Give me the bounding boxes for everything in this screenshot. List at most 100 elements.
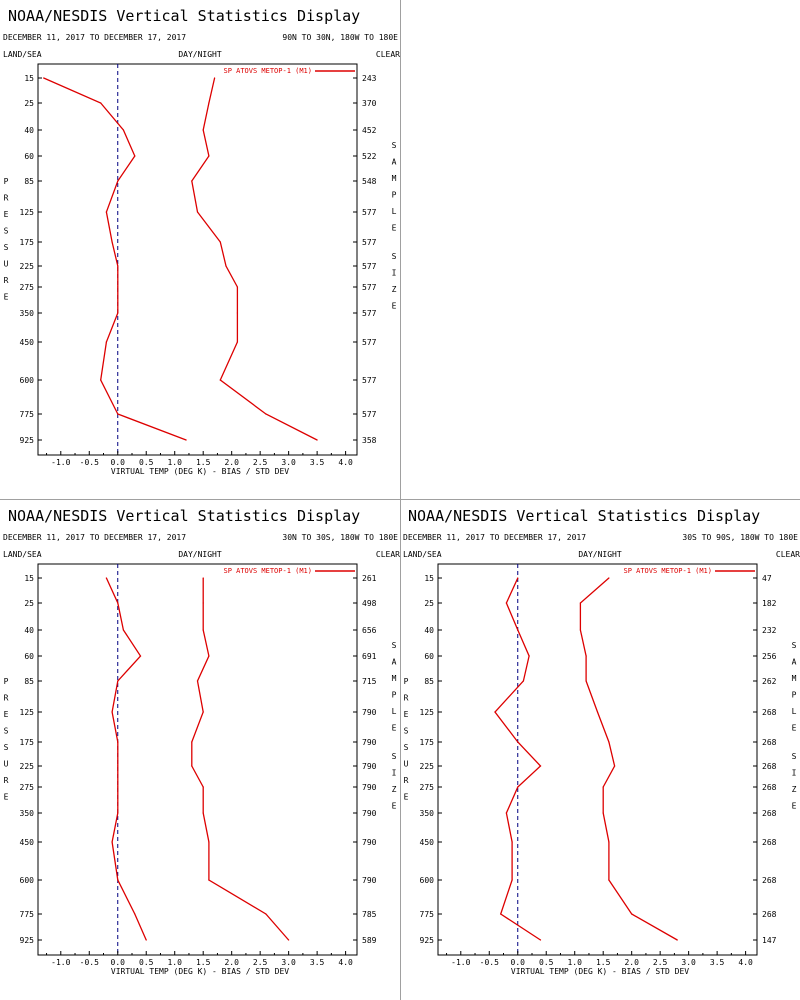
pressure-level-label: 15 [24, 574, 34, 583]
x-tick-label: -0.5 [80, 458, 99, 467]
x-tick-label: -0.5 [80, 958, 99, 967]
sample-size-value: 268 [762, 783, 777, 792]
bias-point [100, 102, 102, 104]
pressure-letter: S [404, 743, 409, 752]
sample-size-value: 268 [762, 838, 777, 847]
x-tick-label: -1.0 [51, 458, 70, 467]
x-tick-label: 0.5 [139, 958, 154, 967]
pressure-letter: R [4, 276, 9, 285]
std-dev-point [208, 879, 210, 881]
pressure-level-label: 175 [420, 738, 435, 747]
bias-point [105, 577, 107, 579]
pressure-letter: S [4, 243, 9, 252]
x-tick-label: 0.0 [511, 958, 526, 967]
pressure-level-label: 25 [24, 599, 34, 608]
bias-point [511, 879, 513, 881]
pressure-level-label: 275 [20, 283, 35, 292]
x-tick-label: 1.0 [167, 958, 182, 967]
sample-size-letter: A [392, 658, 397, 667]
chart-title: NOAA/NESDIS Vertical Statistics Display [8, 507, 360, 525]
sample-size-value: 498 [362, 599, 377, 608]
sample-size-value: 370 [362, 99, 377, 108]
sample-size-letter: M [392, 674, 397, 683]
bias-point [43, 77, 45, 79]
bias-line [105, 577, 147, 941]
bias-point [122, 629, 125, 631]
bias-point [111, 841, 113, 843]
sample-size-value: 452 [362, 126, 377, 135]
sample-size-letter: M [392, 174, 397, 183]
std-dev-point [265, 913, 267, 915]
bias-point [511, 841, 513, 843]
bias-line [494, 577, 542, 941]
pressure-letter: R [404, 694, 409, 703]
bias-point [117, 180, 119, 182]
sample-size-letter: P [392, 691, 397, 700]
sample-size-value: 656 [362, 626, 377, 635]
std-dev-point [608, 741, 610, 743]
sample-size-letter: I [792, 769, 797, 778]
date-range: DECEMBER 11, 2017 TO DECEMBER 17, 2017 [3, 533, 186, 542]
pressure-level-label: 60 [24, 652, 34, 661]
sample-size-value: 785 [362, 910, 377, 919]
sample-size-value: 268 [762, 708, 777, 717]
pressure-level-label: 85 [424, 677, 434, 686]
std-dev-point [631, 913, 633, 915]
bias-point [117, 786, 119, 788]
bias-point [494, 711, 496, 713]
pressure-letter: S [4, 727, 9, 736]
sample-size-value: 790 [362, 838, 377, 847]
pressure-level-label: 275 [20, 783, 35, 792]
sample-size-letter: P [792, 691, 797, 700]
x-tick-label: 1.0 [567, 958, 582, 967]
bias-point [117, 312, 119, 314]
std-dev-line [191, 578, 290, 941]
std-dev-point [316, 439, 318, 441]
std-dev-line [579, 577, 678, 941]
pressure-level-label: 15 [424, 574, 434, 583]
std-dev-point [213, 77, 216, 79]
bias-point [539, 939, 542, 941]
chart-panel-north: NOAA/NESDIS Vertical Statistics Display D… [0, 0, 400, 500]
sample-size-letter: S [392, 252, 397, 261]
sample-size-value: 256 [762, 652, 777, 661]
pressure-level-label: 775 [20, 410, 35, 419]
sample-size-value: 589 [362, 936, 377, 945]
x-axis-label: VIRTUAL TEMP (DEG K) - BIAS / STD DEV [511, 967, 689, 976]
bias-point [500, 913, 502, 915]
sample-size-letter: I [392, 269, 397, 278]
pressure-level-label: 225 [20, 262, 35, 271]
bias-point [134, 913, 136, 915]
sample-size-letter: Z [792, 785, 797, 794]
land-sea-label: LAND/SEA [3, 550, 42, 559]
bias-line [43, 77, 187, 441]
pressure-level-label: 40 [24, 626, 34, 635]
bias-point [111, 241, 113, 243]
sample-size-value: 47 [762, 574, 772, 583]
x-tick-label: 0.0 [111, 458, 126, 467]
x-tick-label: 0.5 [139, 458, 154, 467]
sample-size-value: 268 [762, 738, 777, 747]
sample-size-value: 577 [362, 410, 377, 419]
legend-label: SP ATOVS METOP-1 (M1) [623, 567, 712, 575]
sample-size-letter: S [792, 752, 797, 761]
sample-size-value: 577 [362, 309, 377, 318]
sample-size-value: 715 [362, 677, 377, 686]
sample-size-letter: S [792, 641, 797, 650]
sample-size-letter: E [392, 302, 397, 311]
x-tick-label: 2.5 [653, 958, 668, 967]
bias-point [539, 765, 542, 767]
pressure-level-label: 450 [20, 338, 35, 347]
pressure-level-label: 60 [24, 152, 34, 161]
x-tick-label: 1.5 [196, 458, 211, 467]
clear-label: CLEAR [376, 50, 400, 59]
std-dev-point [202, 602, 204, 604]
sample-size-letter: I [392, 769, 397, 778]
bias-point [111, 711, 113, 713]
std-dev-point [602, 812, 604, 814]
pressure-letter: P [4, 677, 9, 686]
sample-size-value: 577 [362, 338, 377, 347]
x-tick-label: 3.0 [281, 458, 296, 467]
pressure-level-label: 125 [420, 708, 435, 717]
std-dev-point [236, 286, 238, 288]
